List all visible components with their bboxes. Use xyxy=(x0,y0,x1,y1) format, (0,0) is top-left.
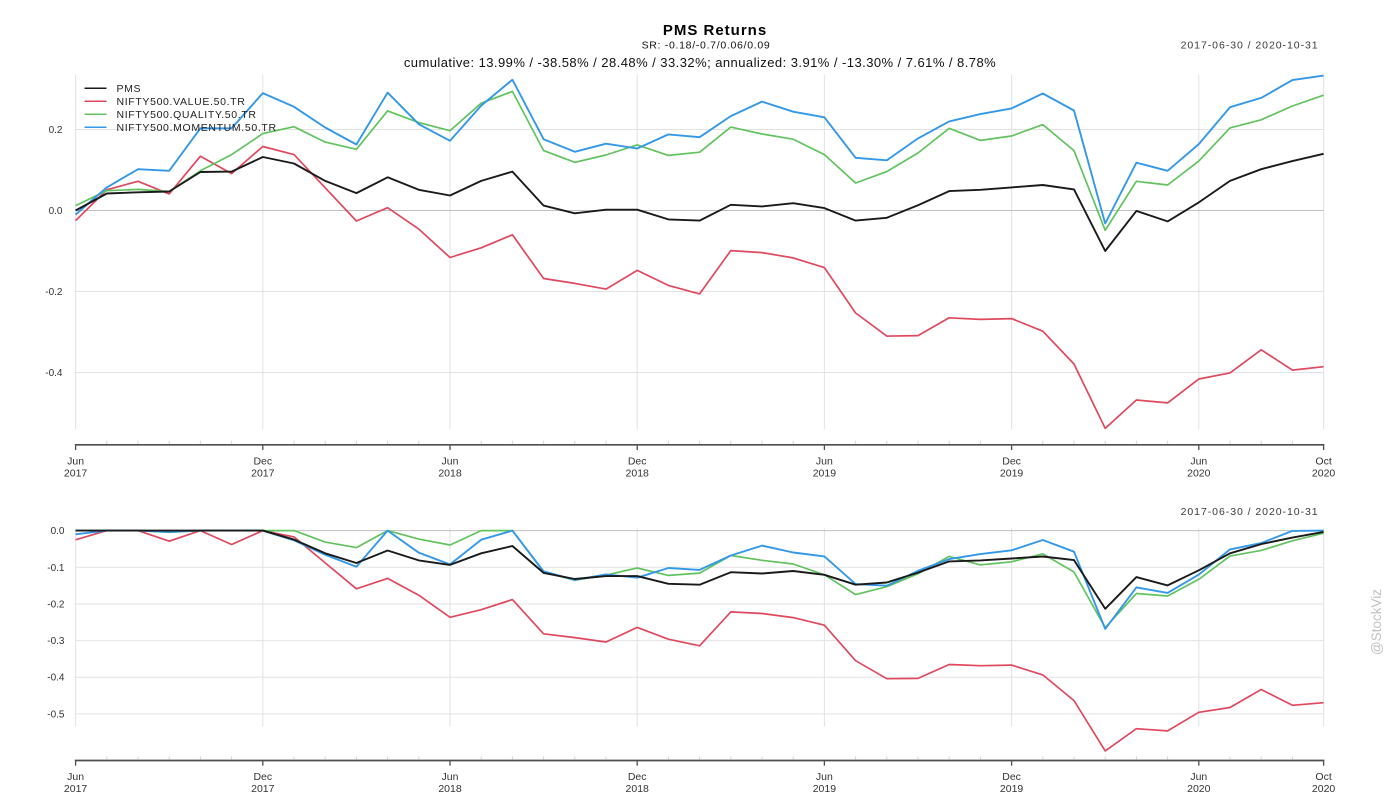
svg-text:2018: 2018 xyxy=(626,783,650,795)
svg-text:Jun: Jun xyxy=(816,456,833,468)
svg-text:NIFTY500.QUALITY.50.TR: NIFTY500.QUALITY.50.TR xyxy=(117,109,257,121)
svg-text:2018: 2018 xyxy=(438,468,462,480)
svg-text:2019: 2019 xyxy=(1000,468,1024,480)
svg-text:Dec: Dec xyxy=(628,771,647,783)
svg-text:@StockViz: @StockViz xyxy=(1369,589,1384,655)
svg-text:Jun: Jun xyxy=(67,456,84,468)
svg-text:PMS: PMS xyxy=(117,83,142,95)
svg-text:2017-06-30 / 2020-10-31: 2017-06-30 / 2020-10-31 xyxy=(1181,40,1319,52)
svg-text:Jun: Jun xyxy=(1190,771,1207,783)
svg-text:PMS Returns: PMS Returns xyxy=(663,22,767,39)
svg-text:2018: 2018 xyxy=(626,468,650,480)
svg-text:Dec: Dec xyxy=(253,456,272,468)
svg-text:-0.2: -0.2 xyxy=(47,600,65,611)
svg-text:Dec: Dec xyxy=(628,456,647,468)
svg-text:2020: 2020 xyxy=(1312,468,1336,480)
svg-text:0.2: 0.2 xyxy=(49,125,63,136)
svg-text:2018: 2018 xyxy=(438,783,462,795)
svg-text:2017: 2017 xyxy=(64,783,88,795)
svg-text:2020: 2020 xyxy=(1312,783,1336,795)
svg-text:2017: 2017 xyxy=(64,468,88,480)
svg-text:cumulative: 13.99% / -38.58% /: cumulative: 13.99% / -38.58% / 28.48% / … xyxy=(404,55,996,70)
svg-text:2019: 2019 xyxy=(813,468,837,480)
svg-text:Jun: Jun xyxy=(442,771,459,783)
svg-text:Jun: Jun xyxy=(442,456,459,468)
svg-text:2017-06-30 / 2020-10-31: 2017-06-30 / 2020-10-31 xyxy=(1181,506,1319,518)
svg-text:Jun: Jun xyxy=(816,771,833,783)
svg-text:Dec: Dec xyxy=(253,771,272,783)
svg-text:0.0: 0.0 xyxy=(51,526,65,537)
svg-text:2017: 2017 xyxy=(251,783,275,795)
svg-text:-0.4: -0.4 xyxy=(47,673,65,684)
svg-text:-0.1: -0.1 xyxy=(47,563,65,574)
svg-text:NIFTY500.MOMENTUM.50.TR: NIFTY500.MOMENTUM.50.TR xyxy=(117,122,277,134)
svg-text:Dec: Dec xyxy=(1002,771,1021,783)
svg-text:NIFTY500.VALUE.50.TR: NIFTY500.VALUE.50.TR xyxy=(117,96,246,108)
svg-text:Jun: Jun xyxy=(1190,456,1207,468)
svg-text:-0.5: -0.5 xyxy=(47,709,65,720)
svg-text:SR: -0.18/-0.7/0.06/0.09: SR: -0.18/-0.7/0.06/0.09 xyxy=(642,40,771,52)
svg-text:2017: 2017 xyxy=(251,468,275,480)
svg-text:Jun: Jun xyxy=(67,771,84,783)
svg-text:Oct: Oct xyxy=(1315,456,1331,468)
svg-text:-0.2: -0.2 xyxy=(45,287,63,298)
svg-text:2020: 2020 xyxy=(1187,468,1211,480)
svg-text:2020: 2020 xyxy=(1187,783,1211,795)
svg-text:2019: 2019 xyxy=(1000,783,1024,795)
svg-text:-0.4: -0.4 xyxy=(45,368,63,379)
svg-text:-0.3: -0.3 xyxy=(47,636,65,647)
svg-text:2019: 2019 xyxy=(813,783,837,795)
svg-text:0.0: 0.0 xyxy=(49,206,63,217)
svg-text:Dec: Dec xyxy=(1002,456,1021,468)
svg-text:Oct: Oct xyxy=(1315,771,1331,783)
